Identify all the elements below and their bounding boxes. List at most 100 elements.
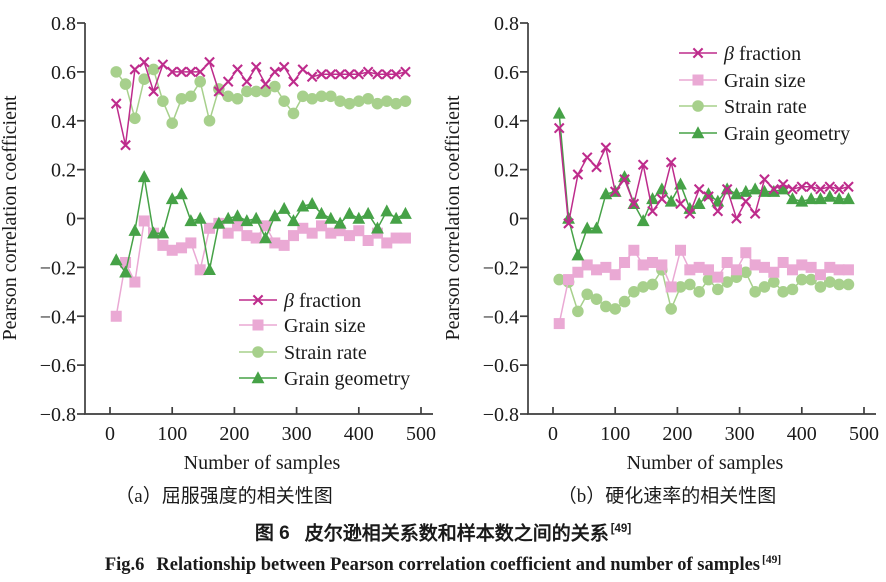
data-point-square [665, 281, 677, 293]
data-point-square [563, 274, 575, 286]
data-point-x [768, 183, 780, 195]
data-point-circle [138, 73, 151, 86]
data-point-square [157, 239, 169, 251]
y-tick-label: −0.8 [483, 404, 519, 426]
data-point-x [553, 122, 565, 134]
data-point-circle [628, 286, 640, 298]
data-point-circle [590, 293, 603, 305]
data-point-square [297, 222, 309, 234]
data-point-circle [833, 278, 845, 291]
data-point-circle [203, 114, 216, 127]
data-point-x [325, 68, 337, 80]
data-point-circle [572, 305, 584, 318]
y-tick-label: −0.2 [40, 257, 76, 279]
y-tick-label: 0.4 [494, 111, 519, 133]
data-point-triangle [618, 170, 631, 183]
caption-cn-ref: [49] [610, 523, 632, 535]
data-point-circle [371, 97, 384, 110]
data-point-square [656, 259, 668, 271]
y-tick-label: 0.2 [51, 160, 76, 182]
data-point-circle [712, 283, 724, 296]
data-point-x [297, 64, 309, 75]
data-point-x [693, 183, 705, 195]
data-point-triangle [119, 265, 132, 278]
data-point-triangle [552, 106, 566, 119]
data-point-square [805, 261, 817, 273]
data-point-circle [297, 90, 309, 103]
data-point-triangle [147, 226, 160, 239]
data-point-circle [749, 286, 761, 298]
data-point-triangle [804, 192, 818, 205]
data-point-square [110, 310, 122, 322]
data-point-circle [259, 85, 272, 98]
data-point-x [656, 193, 668, 205]
data-point-triangle [795, 194, 809, 207]
data-point-triangle [399, 206, 412, 219]
data-point-triangle [691, 126, 705, 139]
data-point-x [721, 183, 733, 195]
data-point-x [805, 181, 817, 193]
data-point-triangle [184, 214, 198, 227]
data-point-square [278, 239, 290, 251]
data-point-triangle [664, 194, 678, 207]
y-tick-label: −0.4 [40, 306, 76, 328]
data-point-triangle [748, 182, 762, 195]
figure-caption-cn: 图 6 皮尔逊相关系数和样本数之间的关系 [49] [0, 517, 886, 546]
data-point-triangle [137, 170, 151, 183]
data-point-triangle [655, 182, 669, 195]
data-point-square [749, 259, 761, 271]
data-point-circle [380, 95, 393, 107]
data-point-triangle [231, 209, 244, 222]
data-point-circle [768, 276, 780, 288]
data-point-circle [175, 92, 188, 105]
legend-label: Strain rate [284, 342, 367, 364]
caption-en-text: Relationship between Pearson correlation… [156, 555, 760, 576]
data-point-x [731, 213, 742, 224]
data-point-x [815, 183, 826, 195]
x-tick-label: 300 [282, 423, 312, 445]
data-point-square [334, 225, 346, 237]
data-point-circle [609, 303, 621, 315]
data-point-x [222, 76, 234, 87]
data-point-square [758, 261, 770, 273]
data-point-circle [194, 75, 206, 88]
data-point-square [692, 74, 704, 86]
legend-item: β fraction [239, 290, 361, 312]
data-point-circle [110, 66, 123, 78]
data-point-square [553, 318, 565, 330]
data-point-square [712, 271, 724, 283]
data-point-square [572, 266, 584, 278]
data-point-square [833, 264, 845, 276]
legend-item: Grain size [679, 70, 806, 92]
data-point-circle [325, 90, 337, 103]
data-point-circle [250, 85, 262, 98]
data-point-circle [553, 273, 566, 286]
data-point-x [288, 76, 299, 87]
data-point-square [581, 259, 593, 271]
data-point-x [269, 66, 281, 78]
figure-caption-en: Fig.6 Relationship between Pearson correl… [0, 548, 886, 577]
data-point-circle [674, 281, 687, 293]
data-point-triangle [287, 214, 300, 227]
x-axis-title: Number of samples [184, 452, 341, 474]
legend-item: Grain geometry [679, 123, 850, 145]
data-point-triangle [212, 216, 226, 229]
data-point-triangle [128, 223, 142, 236]
data-point-square [204, 222, 216, 234]
data-point-square [120, 256, 132, 268]
legend-label: Grain geometry [724, 123, 850, 145]
data-point-x [591, 161, 602, 173]
data-point-triangle [315, 206, 328, 219]
data-point-triangle [590, 221, 603, 234]
y-tick-label: 0.6 [51, 62, 76, 84]
data-point-square [740, 247, 752, 259]
legend-label: Grain size [284, 315, 366, 337]
data-point-x [400, 66, 411, 78]
data-point-triangle [646, 192, 659, 205]
data-point-circle [157, 95, 169, 107]
data-point-circle [399, 95, 412, 107]
data-point-circle [241, 85, 253, 98]
data-point-square [609, 269, 621, 281]
data-point-square [260, 220, 271, 232]
